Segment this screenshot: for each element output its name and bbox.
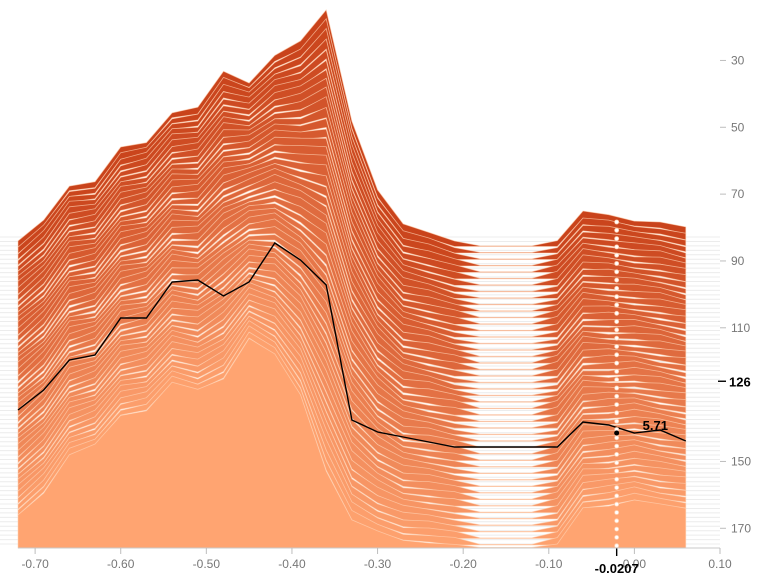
y-tick-label: 170 bbox=[731, 521, 751, 535]
hover-marker bbox=[614, 518, 620, 524]
hover-marker bbox=[614, 261, 620, 266]
hover-marker bbox=[614, 277, 620, 283]
hover-marker bbox=[614, 402, 620, 408]
hover-marker bbox=[614, 526, 620, 532]
hover-marker bbox=[614, 269, 620, 275]
area-layer-24 bbox=[17, 203, 687, 397]
hover-marker bbox=[614, 236, 620, 242]
hover-marker bbox=[614, 435, 620, 441]
hover-marker bbox=[614, 227, 620, 233]
x-tick-label: -0.20 bbox=[449, 557, 477, 571]
hover-marker bbox=[614, 368, 620, 374]
hover-marker bbox=[614, 543, 620, 549]
area-layer-2 bbox=[17, 325, 687, 539]
y-tick-label: 110 bbox=[731, 321, 750, 335]
hover-marker bbox=[614, 344, 620, 349]
y-tick-label: 30 bbox=[731, 53, 745, 67]
area-layer-16 bbox=[17, 248, 687, 449]
y-tick-label: 90 bbox=[731, 254, 745, 268]
hover-marker bbox=[614, 468, 620, 474]
y-tick-label: 70 bbox=[731, 187, 745, 201]
x-tick-label: 0.10 bbox=[708, 557, 732, 571]
x-tick-label: 0.00 bbox=[623, 557, 647, 571]
hover-marker bbox=[614, 310, 620, 316]
hover-marker bbox=[614, 393, 620, 399]
area-layer-37 bbox=[17, 106, 687, 312]
hover-marker bbox=[614, 294, 620, 300]
hover-marker bbox=[614, 285, 620, 291]
hover-marker bbox=[614, 377, 620, 383]
hover-marker bbox=[614, 460, 620, 466]
hover-marker bbox=[614, 493, 620, 499]
hover-marker bbox=[614, 327, 620, 333]
hover-marker bbox=[614, 352, 620, 358]
hover-marker bbox=[614, 335, 620, 341]
highlight-value-label: 5.71 bbox=[643, 418, 668, 433]
area-layer-36 bbox=[17, 118, 687, 319]
highlight-x-label: -0.0207 bbox=[595, 561, 639, 576]
hover-marker bbox=[614, 485, 620, 491]
area-layer-30 bbox=[17, 163, 687, 358]
hover-marker bbox=[614, 501, 620, 507]
x-tick-label: -0.50 bbox=[193, 557, 221, 571]
hover-marker bbox=[614, 219, 620, 225]
hover-marker bbox=[614, 385, 620, 391]
area-layer-29 bbox=[17, 167, 687, 364]
plot-area bbox=[17, 9, 687, 549]
highlight-series-label: 126 bbox=[729, 374, 751, 389]
axes: -0.70 -0.60 -0.50 -0.40 -0.30 -0.20 -0.10 0.00 0… bbox=[18, 53, 751, 576]
hover-marker bbox=[614, 451, 620, 457]
x-tick-label: -0.70 bbox=[21, 557, 49, 571]
hover-marker bbox=[614, 360, 620, 366]
hover-marker bbox=[614, 410, 620, 416]
hover-marker bbox=[614, 476, 620, 482]
x-tick-label: -0.40 bbox=[278, 557, 306, 571]
x-tick-label: -0.10 bbox=[535, 557, 563, 571]
y-tick-label: 50 bbox=[731, 120, 745, 134]
highlight-point bbox=[614, 430, 620, 436]
hover-marker bbox=[614, 319, 620, 325]
hover-marker bbox=[614, 535, 620, 540]
highlight-layer: 5.71 bbox=[17, 219, 687, 549]
highlight-series-line bbox=[17, 242, 687, 448]
hover-marker bbox=[614, 252, 620, 258]
hover-marker bbox=[614, 302, 620, 308]
x-tick-label: -0.30 bbox=[364, 557, 392, 571]
hover-marker bbox=[614, 244, 620, 250]
hover-marker bbox=[614, 418, 620, 424]
x-tick-label: -0.60 bbox=[107, 557, 135, 571]
hover-marker bbox=[614, 510, 620, 515]
hover-marker bbox=[614, 443, 620, 449]
y-tick-label: 150 bbox=[731, 454, 751, 468]
